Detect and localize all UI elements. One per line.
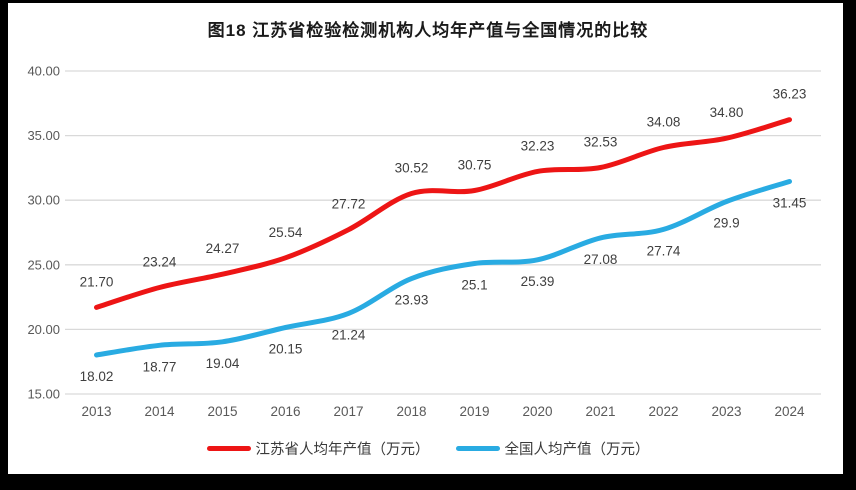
data-label-jiangsu: 32.53 bbox=[584, 135, 618, 150]
data-label-national: 25.39 bbox=[521, 274, 555, 289]
data-label-national: 31.45 bbox=[773, 196, 807, 211]
x-axis-tick-label: 2014 bbox=[144, 404, 175, 419]
data-label-jiangsu: 30.75 bbox=[458, 158, 492, 173]
data-label-jiangsu: 34.80 bbox=[710, 105, 744, 120]
data-label-jiangsu: 36.23 bbox=[773, 87, 807, 102]
y-axis-tick-label: 35.00 bbox=[27, 128, 60, 143]
x-axis-tick-label: 2024 bbox=[774, 404, 805, 419]
legend-line-swatch-national bbox=[455, 446, 500, 451]
x-axis-tick-label: 2015 bbox=[207, 404, 237, 419]
data-label-national: 18.02 bbox=[80, 369, 114, 384]
x-axis-tick-label: 2013 bbox=[81, 404, 111, 419]
legend-line-swatch-jiangsu bbox=[206, 446, 251, 451]
data-label-national: 21.24 bbox=[332, 327, 366, 342]
data-label-national: 29.9 bbox=[713, 216, 739, 231]
x-axis-tick-label: 2021 bbox=[585, 404, 615, 419]
x-axis-tick-label: 2020 bbox=[522, 404, 552, 419]
y-axis-tick-label: 25.00 bbox=[27, 257, 60, 272]
y-axis-tick-label: 15.00 bbox=[27, 387, 60, 402]
x-axis-tick-label: 2018 bbox=[396, 404, 426, 419]
legend: 江苏省人均年产值（万元） 全国人均产值（万元） bbox=[0, 438, 856, 459]
data-label-national: 27.08 bbox=[584, 252, 618, 267]
series-line-national bbox=[94, 179, 792, 358]
y-axis-tick-label: 40.00 bbox=[27, 64, 60, 79]
x-axis-tick-label: 2023 bbox=[711, 404, 741, 419]
data-label-jiangsu: 21.70 bbox=[80, 274, 114, 289]
x-axis-tick-label: 2019 bbox=[459, 404, 489, 419]
data-label-jiangsu: 25.54 bbox=[269, 225, 303, 240]
legend-item-national: 全国人均产值（万元） bbox=[455, 438, 650, 459]
data-label-national: 19.04 bbox=[206, 356, 240, 371]
x-axis-tick-label: 2022 bbox=[648, 404, 678, 419]
data-label-jiangsu: 32.23 bbox=[521, 138, 555, 153]
x-axis-tick-label: 2016 bbox=[270, 404, 300, 419]
x-axis-tick-label: 2017 bbox=[333, 404, 363, 419]
data-label-jiangsu: 27.72 bbox=[332, 197, 366, 212]
data-label-jiangsu: 30.52 bbox=[395, 161, 429, 176]
data-label-national: 25.1 bbox=[461, 278, 487, 293]
data-label-jiangsu: 24.27 bbox=[206, 241, 240, 256]
chart-title: 图18 江苏省检验检测机构人均年产值与全国情况的比较 bbox=[207, 21, 649, 40]
y-axis-tick-label: 30.00 bbox=[27, 193, 60, 208]
data-label-national: 23.93 bbox=[395, 293, 429, 308]
data-label-jiangsu: 23.24 bbox=[143, 255, 177, 270]
series-line-jiangsu bbox=[94, 117, 792, 310]
legend-label-national: 全国人均产值（万元） bbox=[504, 442, 650, 458]
data-label-national: 20.15 bbox=[269, 342, 303, 357]
legend-label-jiangsu: 江苏省人均年产值（万元） bbox=[255, 442, 430, 458]
data-label-national: 18.77 bbox=[143, 359, 177, 374]
data-label-jiangsu: 34.08 bbox=[647, 115, 681, 130]
chart-background bbox=[8, 3, 843, 474]
y-axis-tick-label: 20.00 bbox=[27, 322, 60, 337]
legend-item-jiangsu: 江苏省人均年产值（万元） bbox=[206, 438, 430, 459]
data-label-national: 27.74 bbox=[647, 243, 681, 258]
